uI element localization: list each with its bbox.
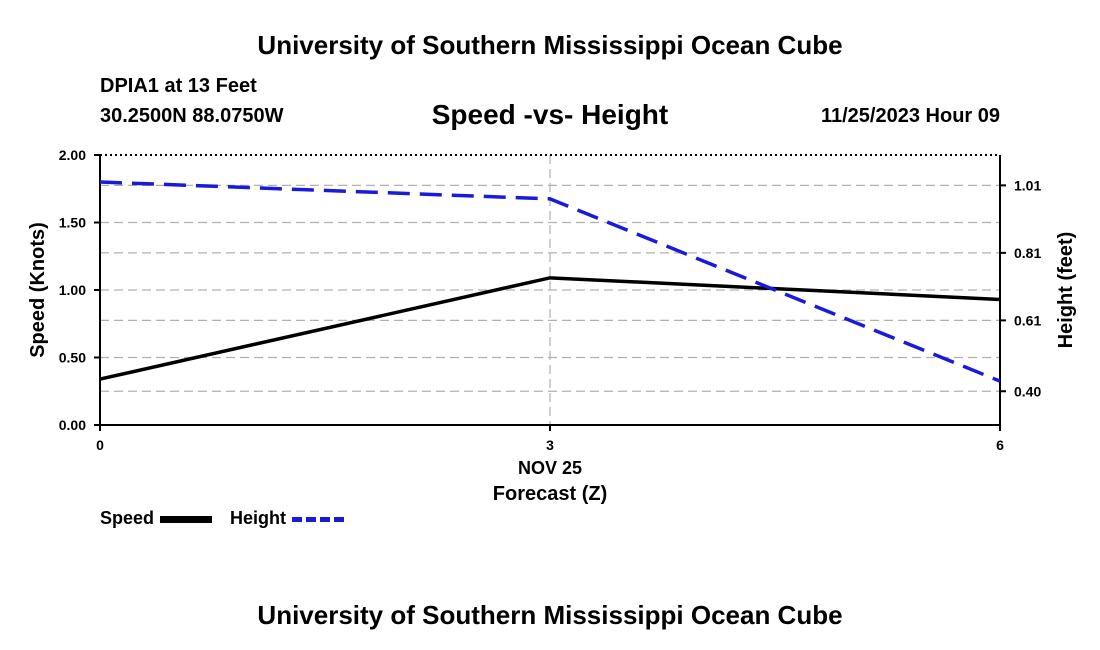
y-axis-label-right: Height (feet) (1055, 232, 1077, 349)
footer-title: University of Southern Mississippi Ocean… (257, 600, 843, 630)
y-axis-label-left: Speed (Knots) (27, 222, 49, 358)
station-label: DPIA1 at 13 Feet (100, 75, 257, 97)
forecast-datetime: 11/25/2023 Hour 09 (820, 105, 1000, 127)
axis-layer (94, 154, 1006, 431)
x-tick-label-2: 6 (996, 437, 1004, 453)
right-tick-label-0: 0.40 (1014, 383, 1041, 399)
legend-speed-swatch (160, 516, 212, 523)
legend-height-label: Height (230, 508, 286, 528)
grid-layer (100, 155, 1000, 425)
left-tick-label-4: 2.00 (59, 147, 86, 163)
left-tick-label-0: 0.00 (59, 417, 86, 433)
legend-item-height: Height (230, 508, 344, 529)
left-tick-label-1: 0.50 (59, 350, 86, 366)
legend-item-speed: Speed (100, 508, 212, 529)
x-date-label: NOV 25 (518, 458, 582, 478)
legend-speed-label: Speed (100, 508, 155, 528)
right-tick-label-1: 0.61 (1014, 312, 1041, 328)
page-title: University of Southern Mississippi Ocean… (257, 30, 843, 60)
left-tick-label-2: 1.00 (59, 282, 86, 298)
x-tick-label-0: 0 (96, 437, 104, 453)
station-coordinates: 30.2500N 88.0750W (100, 105, 284, 127)
x-axis-label: Forecast (Z) (493, 483, 607, 505)
series-layer (99, 180, 1001, 383)
chart-title: Speed -vs- Height (431, 99, 669, 130)
series-line-speed (99, 276, 1001, 381)
right-tick-label-2: 0.81 (1014, 245, 1041, 261)
label-layer: 0.00 0.50 1.00 1.50 2.00 0.40 0.61 0.81 1.01 0 3 6 N… (27, 147, 1077, 505)
legend-height-swatch (292, 517, 344, 522)
right-tick-label-3: 1.01 (1014, 177, 1041, 193)
series-line-height (99, 180, 1001, 383)
x-tick-label-1: 3 (546, 437, 554, 453)
left-tick-label-3: 1.50 (59, 215, 86, 231)
